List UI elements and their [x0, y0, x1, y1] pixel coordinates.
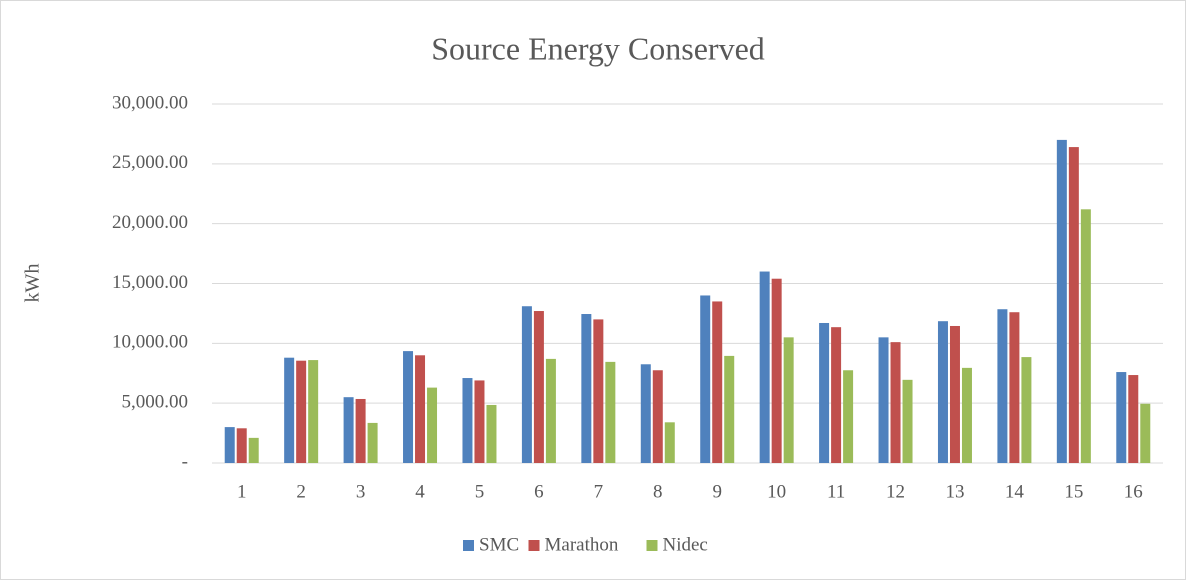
bar — [724, 355, 735, 463]
y-tick-label: 5,000.00 — [122, 392, 189, 413]
bar — [1116, 372, 1127, 463]
x-tick-label: 14 — [1005, 481, 1025, 502]
y-axis-label: kWh — [22, 264, 44, 303]
x-tick-label: 1 — [237, 481, 247, 502]
bar — [486, 404, 497, 463]
x-tick-label: 15 — [1064, 481, 1083, 502]
y-tick-label: 25,000.00 — [112, 152, 188, 173]
x-tick-label: 9 — [712, 481, 722, 502]
bar — [343, 397, 354, 463]
bar — [700, 295, 711, 463]
bar — [403, 351, 414, 463]
y-tick-label: 30,000.00 — [112, 92, 188, 113]
y-tick-label: 10,000.00 — [112, 332, 188, 353]
bar — [427, 387, 438, 463]
x-tick-label: 5 — [475, 481, 485, 502]
bar — [308, 360, 319, 463]
bar — [462, 378, 473, 463]
bar — [284, 357, 295, 463]
bar — [1128, 375, 1139, 463]
bar — [843, 370, 854, 463]
x-tick-label: 16 — [1124, 481, 1143, 502]
x-tick-label: 2 — [296, 481, 306, 502]
y-tick-label: 20,000.00 — [112, 212, 188, 233]
x-tick-label: 6 — [534, 481, 544, 502]
bar — [771, 278, 782, 463]
bar — [593, 319, 604, 463]
bar — [759, 271, 770, 463]
legend-swatch — [646, 540, 658, 551]
bar — [533, 311, 544, 463]
bar — [581, 314, 592, 463]
legend-label: SMC — [479, 534, 519, 555]
bar — [521, 306, 532, 463]
bar — [1068, 147, 1079, 463]
bar — [712, 301, 723, 463]
bar — [878, 337, 889, 463]
x-tick-label: 13 — [945, 481, 964, 502]
bar — [902, 379, 913, 463]
x-tick-label: 12 — [886, 481, 905, 502]
bar — [664, 422, 675, 463]
bar — [819, 322, 830, 463]
bar — [961, 367, 972, 463]
bar — [937, 321, 948, 463]
bar — [415, 355, 426, 463]
legend-swatch — [463, 540, 474, 551]
legend-label: Nidec — [663, 534, 708, 555]
legend-swatch — [528, 540, 540, 551]
bar — [1021, 357, 1032, 463]
x-tick-label: 7 — [594, 481, 604, 502]
bar — [355, 398, 366, 463]
bar — [236, 428, 247, 463]
bar — [224, 427, 235, 463]
y-tick-label: 15,000.00 — [112, 272, 188, 293]
bar — [1009, 312, 1020, 463]
bar — [474, 380, 485, 463]
bar — [997, 309, 1008, 463]
bar — [367, 422, 378, 463]
bar — [640, 364, 651, 463]
x-tick-label: 11 — [827, 481, 845, 502]
bar — [1080, 209, 1091, 463]
chart-title: Source Energy Conserved — [431, 30, 765, 66]
bar — [296, 360, 307, 463]
x-tick-label: 4 — [415, 481, 425, 502]
bar — [831, 327, 842, 463]
y-tick-label: - — [182, 451, 188, 472]
x-tick-label: 8 — [653, 481, 663, 502]
bar — [248, 437, 259, 463]
x-tick-label: 3 — [356, 481, 366, 502]
bar — [890, 342, 901, 463]
x-tick-label: 10 — [767, 481, 786, 502]
bar — [783, 337, 794, 463]
legend-label: Marathon — [545, 534, 619, 555]
bar — [1140, 403, 1151, 463]
bar — [605, 361, 616, 463]
bar — [545, 358, 556, 463]
bar — [949, 325, 960, 463]
bar — [652, 370, 663, 463]
bar — [1056, 139, 1067, 463]
